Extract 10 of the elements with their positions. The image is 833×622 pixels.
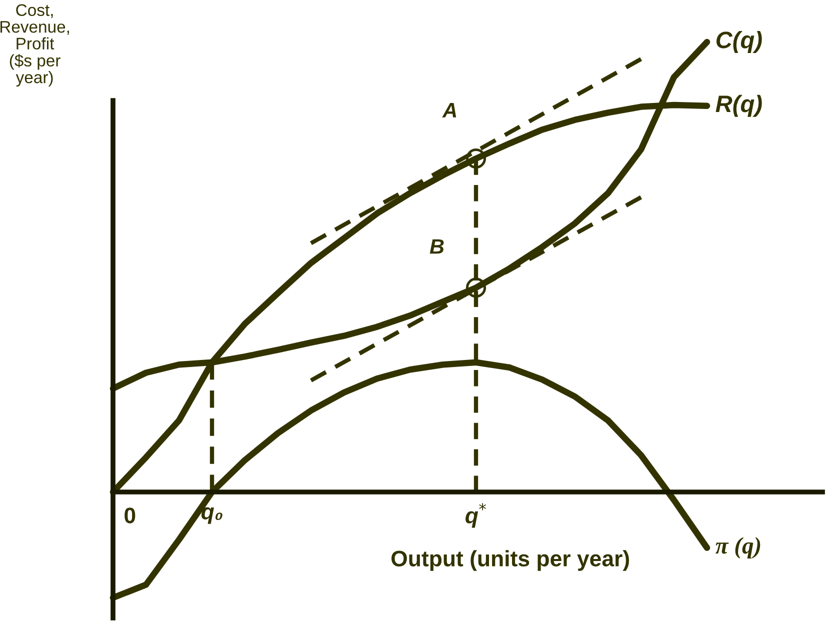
series-label: π (q) — [716, 537, 760, 559]
annotation: A — [442, 103, 456, 118]
annotation: 0 — [124, 508, 136, 524]
series-label: R(q) — [716, 94, 762, 117]
y-axis-title: Cost, Revenue, Profit ($s per year) — [0, 4, 69, 87]
annotation: B — [430, 239, 444, 254]
x-tick-label: q$^{*}$ — [466, 503, 486, 528]
x-axis-title: Output (units per year) — [391, 550, 629, 571]
x-tick-label: q₀ — [201, 507, 222, 524]
series-label: C(q) — [716, 30, 762, 54]
